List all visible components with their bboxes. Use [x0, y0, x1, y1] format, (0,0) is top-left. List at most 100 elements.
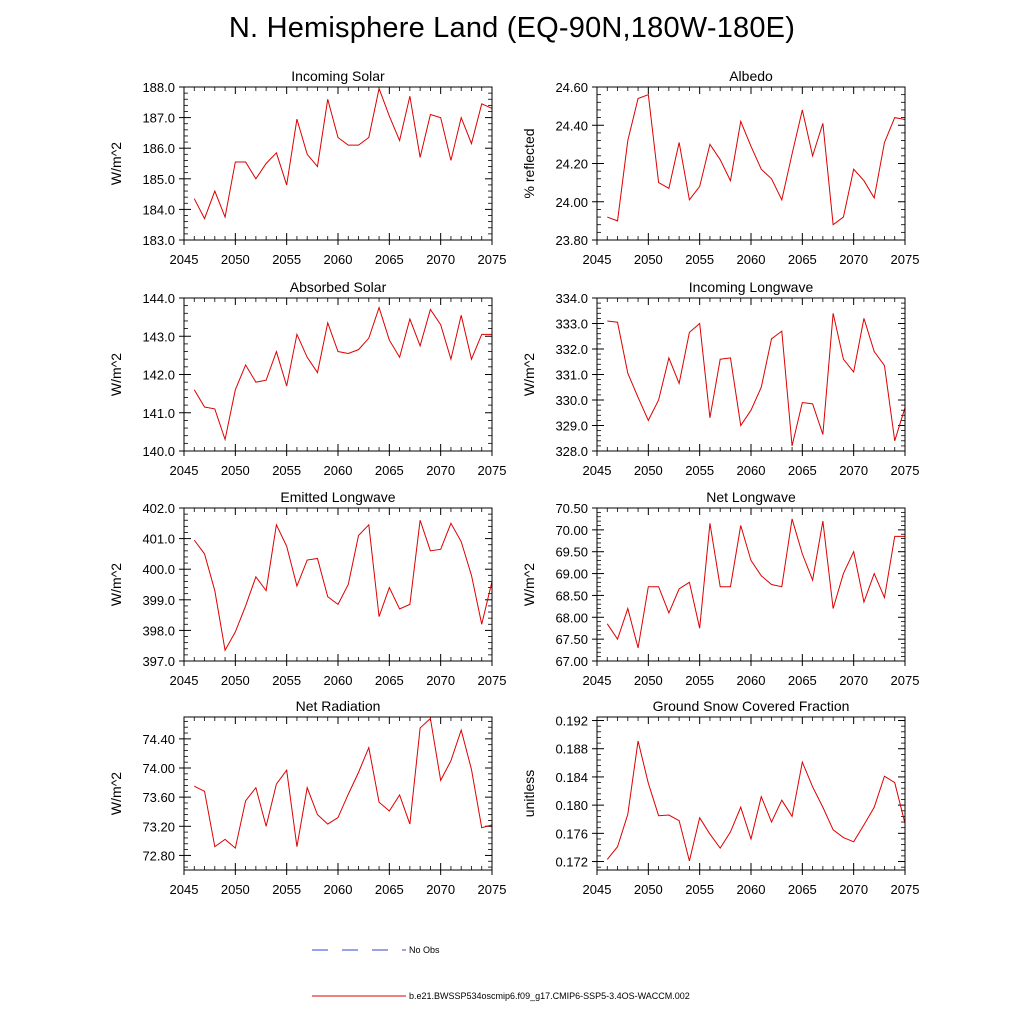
y-tick-label: 69.50 [555, 545, 588, 560]
panel-title-ground-snow-covered-fraction: Ground Snow Covered Fraction [653, 698, 850, 714]
y-tick-label: 0.188 [555, 742, 588, 757]
panel-albedo: Albedo % reflected 2045 2050 2055 2060 2065 207… [521, 68, 919, 267]
panel-net-longwave: Net Longwave W/m^2 2045 2050 2055 2060 2065 207… [521, 489, 919, 688]
y-tick-label: 0.184 [555, 770, 588, 785]
x-tick-label: 2060 [737, 882, 766, 897]
x-tick-label: 2075 [478, 252, 507, 267]
y-tick-label: 73.20 [142, 819, 175, 834]
panel-incoming-longwave: Incoming Longwave W/m^2 2045 2050 2055 2060 20… [521, 279, 919, 478]
y-tick-label: 330.0 [555, 393, 588, 408]
y-tick-label: 184.0 [142, 202, 175, 217]
y-tick-label: 188.0 [142, 80, 175, 95]
plot-frame-incoming-longwave [596, 297, 906, 452]
series-line-emitted-longwave [193, 520, 492, 652]
x-tick-label: 2055 [272, 882, 301, 897]
x-tick-label: 2070 [839, 252, 868, 267]
x-tick-label: 2065 [375, 882, 404, 897]
plot-frame-albedo [596, 86, 906, 241]
y-tick-label: 67.50 [555, 632, 588, 647]
x-tick-label: 2075 [891, 463, 920, 478]
y-axis-label-net-longwave: W/m^2 [521, 563, 537, 606]
y-tick-label: 0.172 [555, 855, 588, 870]
y-tick-label: 68.00 [555, 610, 588, 625]
y-tick-label: 0.180 [555, 798, 588, 813]
x-tick-label: 2070 [426, 252, 455, 267]
x-tick-label: 2050 [634, 673, 663, 688]
x-tick-label: 2075 [478, 673, 507, 688]
y-tick-label: 328.0 [555, 444, 588, 459]
y-tick-label: 23.80 [555, 233, 588, 248]
x-tick-label: 2075 [478, 882, 507, 897]
panel-title-incoming-longwave: Incoming Longwave [689, 279, 814, 295]
series-line-ground-snow-covered-fraction [606, 740, 905, 861]
y-tick-label: 0.176 [555, 826, 588, 841]
x-tick-label: 2075 [891, 252, 920, 267]
y-tick-label: 331.0 [555, 368, 588, 383]
panel-title-absorbed-solar: Absorbed Solar [290, 279, 387, 295]
plot-frame-absorbed-solar [183, 297, 493, 452]
panel-title-albedo: Albedo [729, 68, 773, 84]
y-tick-label: 332.0 [555, 342, 588, 357]
x-tick-label: 2050 [221, 252, 250, 267]
x-tick-label: 2060 [737, 463, 766, 478]
y-tick-label: 398.0 [142, 623, 175, 638]
y-tick-label: 144.0 [142, 291, 175, 306]
x-tick-label: 2045 [583, 252, 612, 267]
y-tick-label: 402.0 [142, 501, 175, 516]
y-tick-label: 74.40 [142, 732, 175, 747]
y-tick-label: 397.0 [142, 654, 175, 669]
y-tick-label: 73.60 [142, 790, 175, 805]
y-tick-label: 24.20 [555, 157, 588, 172]
y-axis-label-ground-snow-covered-fraction: unitless [521, 770, 537, 817]
panel-title-emitted-longwave: Emitted Longwave [280, 489, 395, 505]
x-tick-label: 2075 [478, 463, 507, 478]
y-tick-label: 69.00 [555, 567, 588, 582]
y-tick-label: 67.00 [555, 654, 588, 669]
panel-incoming-solar: Incoming Solar W/m^2 2045 2050 2055 2060 2065 2… [108, 68, 506, 267]
x-tick-label: 2050 [634, 882, 663, 897]
x-tick-label: 2060 [324, 252, 353, 267]
x-tick-label: 2055 [685, 252, 714, 267]
series-line-incoming-longwave [607, 313, 905, 447]
x-tick-label: 2070 [839, 463, 868, 478]
x-tick-label: 2050 [634, 252, 663, 267]
plot-frame-net-radiation [183, 716, 493, 871]
x-tick-label: 2045 [583, 882, 612, 897]
x-tick-label: 2050 [221, 673, 250, 688]
x-tick-label: 2055 [685, 673, 714, 688]
plot-frame-emitted-longwave [183, 507, 493, 662]
y-tick-label: 187.0 [142, 111, 175, 126]
y-tick-label: 183.0 [142, 233, 175, 248]
y-tick-label: 24.60 [555, 80, 588, 95]
y-tick-label: 185.0 [142, 172, 175, 187]
x-tick-label: 2070 [426, 463, 455, 478]
x-tick-label: 2055 [685, 882, 714, 897]
y-tick-label: 68.50 [555, 588, 588, 603]
panel-absorbed-solar: Absorbed Solar W/m^2 2045 2050 2055 2060 2065 2… [108, 279, 506, 478]
y-tick-label: 333.0 [555, 317, 588, 332]
panels-group: Incoming Solar W/m^2 2045 2050 2055 2060 2065 2… [108, 68, 919, 897]
legend-obs-label: No Obs [409, 945, 440, 955]
x-tick-label: 2045 [170, 252, 199, 267]
y-tick-label: 186.0 [142, 141, 175, 156]
y-tick-label: 140.0 [142, 444, 175, 459]
x-tick-label: 2050 [634, 463, 663, 478]
y-tick-label: 70.00 [555, 523, 588, 538]
legend-model-label: b.e21.BWSSP534oscmip6.f09_g17.CMIP6-SSP5… [409, 991, 690, 1001]
x-tick-label: 2065 [375, 252, 404, 267]
y-tick-label: 142.0 [142, 368, 175, 383]
y-tick-label: 24.00 [555, 195, 588, 210]
x-tick-label: 2060 [324, 463, 353, 478]
x-tick-label: 2070 [839, 673, 868, 688]
series-line-net-longwave [606, 518, 905, 649]
y-tick-label: 400.0 [142, 562, 175, 577]
y-axis-label-incoming-solar: W/m^2 [108, 142, 124, 185]
y-tick-label: 70.50 [555, 501, 588, 516]
panel-title-net-radiation: Net Radiation [296, 698, 381, 714]
x-tick-label: 2055 [272, 673, 301, 688]
x-tick-label: 2065 [788, 673, 817, 688]
x-tick-label: 2060 [737, 673, 766, 688]
y-tick-label: 141.0 [142, 406, 175, 421]
panel-ground-snow-covered-fraction: Ground Snow Covered Fraction unitless 2045… [521, 698, 919, 897]
y-axis-label-net-radiation: W/m^2 [108, 772, 124, 815]
